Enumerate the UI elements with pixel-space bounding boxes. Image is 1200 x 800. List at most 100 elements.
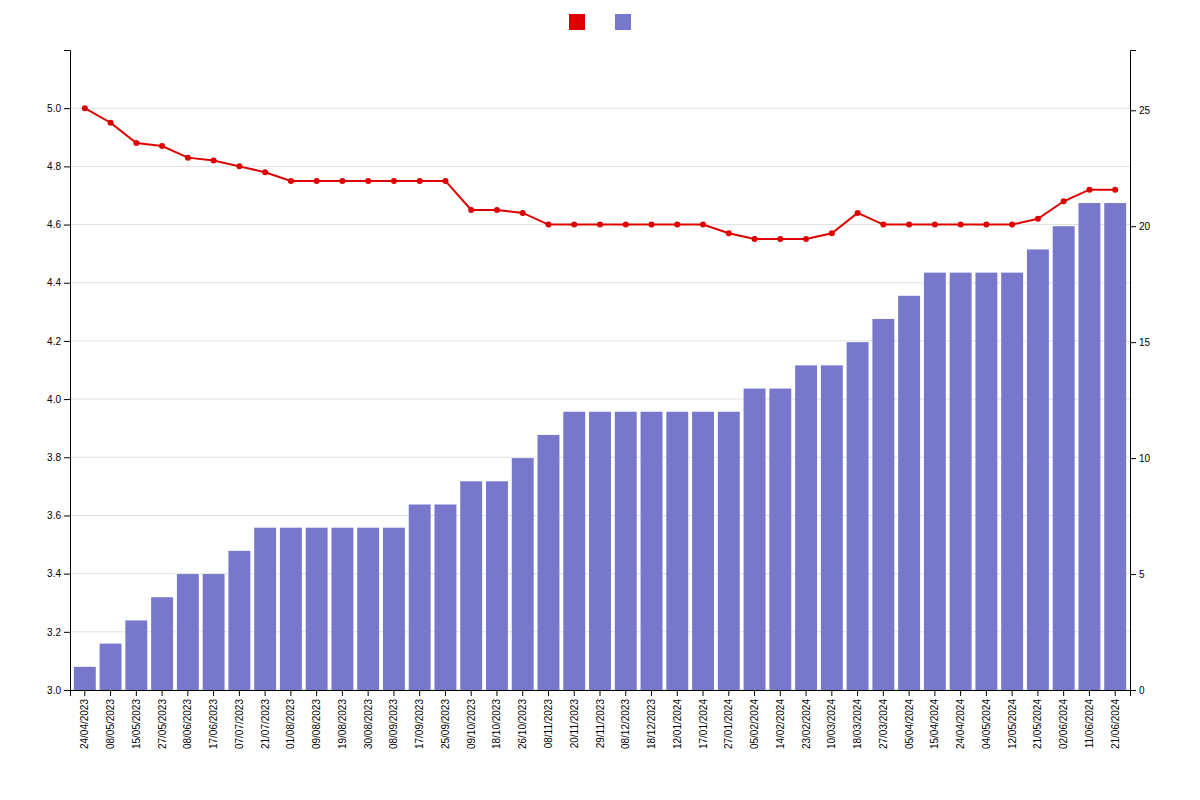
bar: [203, 574, 225, 690]
tick-label: 4.6: [47, 219, 61, 230]
chart: 24/04/202308/05/202315/05/202327/05/2023…: [0, 0, 1200, 800]
point: [880, 222, 886, 228]
tick-mark: [342, 690, 343, 696]
tick: 12/01/2024: [672, 690, 683, 749]
point: [1035, 216, 1041, 222]
markers: [82, 105, 1118, 242]
bar: [1053, 226, 1075, 690]
bar: [228, 551, 250, 690]
tick-label: 27/01/2024: [723, 699, 734, 749]
bar: [744, 389, 766, 690]
tick: 3.0: [47, 685, 70, 696]
point: [236, 163, 242, 169]
tick: 24/04/2024: [955, 690, 966, 749]
tick-mark: [368, 690, 369, 696]
tick-label: 12/05/2024: [1007, 699, 1018, 749]
tick-mark: [986, 690, 987, 696]
bar: [924, 273, 946, 690]
tick: 23/02/2024: [801, 690, 812, 749]
tick: 10: [1130, 453, 1151, 464]
tick: 17/09/2023: [414, 690, 425, 749]
bar: [795, 365, 817, 690]
tick: 27/01/2024: [723, 690, 734, 749]
tick-label: 17/06/2023: [208, 699, 219, 749]
tick: 27/05/2023: [157, 690, 168, 749]
tick-label: 10/03/2024: [826, 699, 837, 749]
tick-mark: [909, 690, 910, 696]
tick: 09/08/2023: [311, 690, 322, 749]
tick-mark: [84, 690, 85, 696]
tick-mark: [934, 690, 935, 696]
point: [468, 207, 474, 213]
tick: 4.8: [47, 161, 70, 172]
tick-mark: [625, 690, 626, 696]
point: [958, 222, 964, 228]
tick: 29/11/2023: [595, 690, 606, 748]
tick-label: 18/03/2024: [852, 699, 863, 749]
grid: [70, 108, 1130, 690]
tick-label: 10: [1139, 453, 1151, 464]
tick: 4.2: [47, 336, 70, 347]
tick: 08/06/2023: [182, 690, 193, 749]
point: [1086, 187, 1092, 193]
grid-line: [70, 108, 1130, 109]
bar: [538, 435, 560, 690]
bar: [512, 458, 534, 690]
tick-mark: [187, 690, 188, 696]
y2-axis: 0510152025: [1130, 51, 1151, 696]
x-axis: 24/04/202308/05/202315/05/202327/05/2023…: [71, 690, 1131, 749]
tick-label: 27/05/2023: [157, 699, 168, 749]
tick-mark: [265, 690, 266, 696]
bar: [460, 481, 482, 690]
tick: 08/11/2023: [543, 690, 554, 748]
tick-label: 30/08/2023: [363, 699, 374, 749]
tick-mark: [110, 690, 111, 696]
tick-label: 08/12/2023: [620, 699, 631, 749]
bar: [280, 528, 302, 690]
tick: 3.4: [47, 568, 70, 579]
tick-mark: [64, 457, 70, 458]
tick-label: 5: [1139, 569, 1145, 580]
tick-label: 0: [1139, 685, 1145, 696]
tick-label: 07/07/2023: [234, 699, 245, 749]
bar: [74, 667, 96, 690]
tick: 25/09/2023: [440, 690, 451, 749]
y-axis: 3.03.23.43.63.84.04.24.44.64.85.0: [47, 51, 70, 696]
point: [133, 140, 139, 146]
tick: 4.4: [47, 277, 70, 288]
legend-swatch: [615, 14, 631, 30]
tick-mark: [64, 515, 70, 516]
tick: 27/03/2024: [878, 690, 889, 749]
tick: 04/05/2024: [981, 690, 992, 749]
tick-mark: [64, 574, 70, 575]
tick-mark: [1130, 458, 1136, 459]
tick-label: 09/10/2023: [466, 699, 477, 749]
tick-label: 21/07/2023: [260, 699, 271, 749]
tick: 08/12/2023: [620, 690, 631, 749]
tick-label: 18/12/2023: [646, 699, 657, 749]
tick: 5: [1130, 569, 1145, 580]
point: [932, 222, 938, 228]
tick: 18/10/2023: [491, 690, 502, 749]
tick: 11/06/2024: [1084, 690, 1095, 748]
tick-label: 02/06/2024: [1058, 699, 1069, 749]
tick: 0: [1130, 685, 1145, 696]
tick-mark: [64, 166, 70, 167]
axis-line: [1131, 51, 1137, 691]
tick-mark: [522, 690, 523, 696]
point: [494, 207, 500, 213]
tick-mark: [600, 690, 601, 696]
point: [417, 178, 423, 184]
bar: [872, 319, 894, 690]
point: [906, 222, 912, 228]
tick-label: 29/11/2023: [595, 699, 606, 749]
tick: 3.8: [47, 452, 70, 463]
tick: 20/11/2023: [569, 690, 580, 748]
point: [983, 222, 989, 228]
tick-label: 4.0: [47, 394, 61, 405]
point: [185, 155, 191, 161]
tick-mark: [290, 690, 291, 696]
tick-label: 15: [1139, 337, 1151, 348]
tick-mark: [548, 690, 549, 696]
tick-label: 21/06/2024: [1110, 699, 1121, 749]
